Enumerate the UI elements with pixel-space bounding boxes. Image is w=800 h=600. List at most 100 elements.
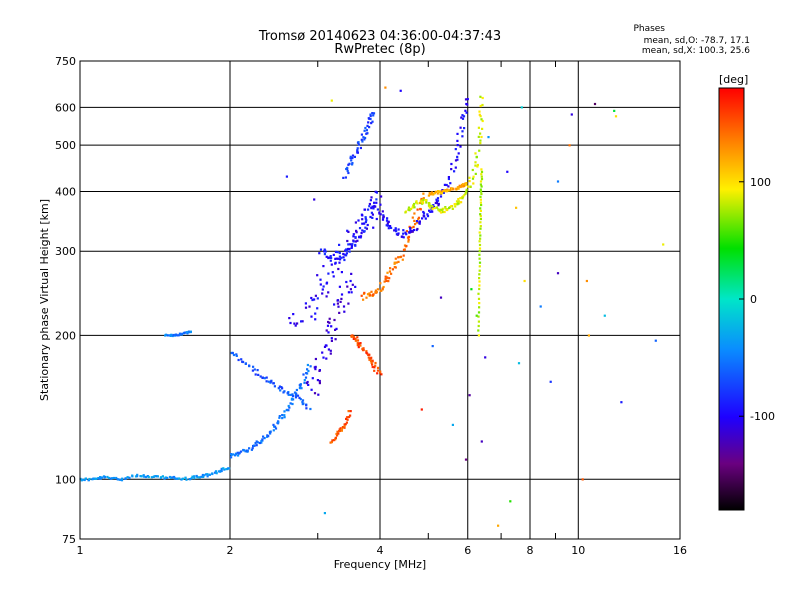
data-point [568,144,571,147]
data-point [407,235,411,238]
data-point [259,375,262,378]
plot-frame [79,60,681,540]
data-point [455,202,458,206]
data-point [347,410,350,413]
data-point [354,337,357,340]
colorbar-tick-label: 0 [750,293,757,306]
plot-grid [79,60,681,540]
data-point [411,206,414,209]
data-point [306,368,309,371]
data-point [328,321,331,324]
data-point [318,382,321,385]
data-point [478,280,481,283]
data-point [430,191,433,194]
data-point [340,271,343,274]
data-point [375,191,378,194]
data-point [393,261,396,264]
data-point [298,387,301,390]
x-tick-label: 2 [227,544,234,557]
data-point [386,222,389,225]
data-point [431,207,434,211]
data-point [461,117,465,120]
data-point [334,262,337,265]
data-point [184,331,187,334]
data-point [422,214,425,217]
data-point [334,436,337,439]
data-point [465,183,468,186]
data-point [369,113,372,116]
data-point [345,252,348,255]
data-point [356,339,360,342]
data-point [274,425,277,428]
data-point [416,227,419,231]
data-point [359,235,363,238]
data-point [154,475,157,478]
data-point [321,351,324,354]
data-point [427,194,430,197]
data-point [362,298,365,301]
data-point [260,441,263,444]
data-point [215,472,218,475]
data-point [613,109,616,112]
data-point [415,221,418,224]
data-point [477,297,481,300]
data-point [431,345,434,348]
data-point [367,121,370,124]
data-point [345,421,348,424]
data-point [464,458,468,461]
data-point [309,365,312,368]
data-point [309,407,312,411]
data-point [348,415,351,419]
data-point [415,220,419,223]
data-point [416,208,419,211]
data-point [381,218,385,221]
data-point [292,313,295,316]
data-point [419,200,422,203]
data-point [468,180,471,183]
data-point [413,202,416,206]
data-point [407,206,411,209]
data-point [176,334,179,337]
data-point [614,115,618,118]
data-point [370,290,373,293]
data-point [479,132,482,135]
data-point [313,198,316,201]
data-point [375,291,378,294]
data-point [361,214,364,217]
data-point [420,408,423,411]
data-point [299,383,302,386]
data-point [468,394,471,397]
data-point [390,272,393,275]
data-point [156,475,159,478]
data-point [464,192,467,195]
data-point [296,394,300,397]
data-point [412,225,415,228]
data-point [333,303,336,306]
data-point [307,369,310,373]
data-point [334,250,338,253]
data-point [350,245,353,248]
data-point [310,296,313,300]
data-point [333,318,336,322]
data-point [223,468,226,471]
data-point [368,117,371,120]
data-point [255,444,258,447]
data-point [318,369,321,372]
data-point [376,369,380,372]
data-point [457,152,460,155]
data-point [471,168,474,172]
data-point [119,478,122,481]
data-point [478,269,481,272]
data-point [368,202,371,206]
data-point [474,161,477,164]
data-point [480,190,483,193]
data-point [410,226,413,229]
data-point [314,368,317,371]
data-point [419,208,422,211]
data-point [115,476,118,480]
data-point [165,333,168,337]
data-point [361,140,364,143]
x-tick-label: 10 [571,544,585,557]
data-point [364,226,367,229]
data-point [475,156,478,159]
